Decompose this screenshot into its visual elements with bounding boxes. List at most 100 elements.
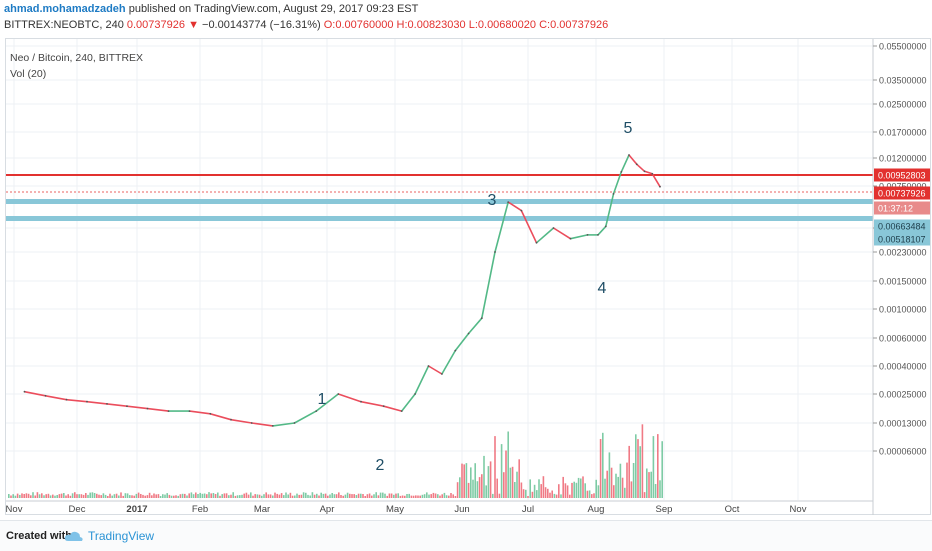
volume-bar bbox=[375, 492, 377, 498]
volume-bar bbox=[232, 492, 234, 498]
volume-bar bbox=[454, 496, 457, 498]
volume-bar bbox=[569, 494, 571, 498]
volume-bar bbox=[199, 492, 201, 498]
volume-bar bbox=[654, 484, 657, 498]
volume-bar bbox=[192, 494, 195, 498]
tradingview-brand-link[interactable]: TradingView bbox=[88, 529, 155, 543]
price-segment bbox=[612, 171, 623, 195]
volume-bar bbox=[137, 492, 140, 498]
volume-bar bbox=[617, 476, 619, 498]
quote-line: BITTREX:NEOBTC, 240 0.00737926 ▼ −0.0014… bbox=[4, 19, 608, 32]
volume-bar bbox=[393, 494, 395, 498]
volume-bar bbox=[514, 482, 516, 498]
volume-bar bbox=[8, 494, 10, 498]
tradingview-cloud-icon bbox=[64, 531, 83, 541]
price-point bbox=[250, 422, 253, 424]
price-change: −0.00143774 (−16.31%) bbox=[202, 19, 321, 31]
volume-bar bbox=[360, 493, 362, 498]
volume-bar bbox=[619, 463, 622, 498]
volume-bar bbox=[67, 494, 69, 498]
price-chart[interactable]: 1 2 3 4 5 0.05500000 0.03500000 0.02500000 0.01… bbox=[0, 0, 932, 520]
volume-bar bbox=[146, 495, 149, 498]
volume-bar bbox=[276, 493, 278, 498]
publish-line: ahmad.mohamadzadeh published on TradingV… bbox=[4, 3, 418, 16]
price-tag-bg bbox=[874, 201, 930, 215]
price-point bbox=[209, 412, 212, 415]
volume-bar bbox=[239, 495, 241, 498]
volume-bar bbox=[65, 495, 67, 498]
volume-bar bbox=[243, 493, 245, 498]
volume-bar bbox=[280, 493, 283, 498]
volume-bar bbox=[289, 492, 292, 498]
last-price: 0.00737926 bbox=[126, 19, 185, 31]
volume-bar bbox=[241, 494, 243, 498]
volume-bar bbox=[415, 495, 417, 498]
publish-text: published on TradingView.com, August 29,… bbox=[128, 3, 419, 15]
time-tick-label: 2017 bbox=[126, 504, 147, 515]
author-link[interactable]: ahmad.mohamadzadeh bbox=[4, 3, 126, 15]
volume-bar bbox=[441, 494, 443, 498]
time-tick-label: Apr bbox=[320, 504, 335, 515]
volume-bar bbox=[476, 481, 479, 498]
volume-bar bbox=[52, 494, 54, 498]
volume-bar bbox=[641, 424, 644, 498]
chart-frame[interactable] bbox=[5, 38, 931, 515]
price-tick-label: 0.00100000 bbox=[879, 305, 927, 315]
price-point bbox=[441, 373, 443, 375]
volume-bar bbox=[331, 493, 333, 498]
volume-bar bbox=[298, 494, 300, 498]
volume-bar bbox=[575, 482, 578, 498]
volume-bar bbox=[157, 494, 160, 498]
price-segment bbox=[494, 201, 509, 253]
volume-bar bbox=[291, 495, 294, 498]
volume-bar bbox=[366, 494, 369, 498]
volume-bar bbox=[584, 483, 586, 498]
price-segment bbox=[24, 390, 46, 397]
volume-bar bbox=[135, 493, 138, 498]
price-tick-label: 0.00040000 bbox=[879, 362, 927, 372]
volume-bar bbox=[518, 459, 520, 498]
volume-bar bbox=[254, 494, 256, 498]
price-segment bbox=[338, 393, 362, 403]
price-point bbox=[188, 410, 191, 412]
open-value: O:0.00760000 bbox=[323, 19, 394, 31]
support-band-upper bbox=[6, 199, 873, 204]
volume-bar bbox=[353, 494, 355, 498]
volume-bar bbox=[474, 463, 476, 498]
time-axis: Nov Dec 2017 Feb Mar Apr May Jun Jul Aug Sep Oct Nov bbox=[6, 500, 873, 515]
volume-bar bbox=[410, 495, 413, 498]
volume-bar bbox=[212, 493, 215, 498]
volume-bar bbox=[188, 493, 190, 498]
volume-bar bbox=[258, 494, 261, 498]
volume-bar bbox=[41, 493, 43, 498]
close-value: C:0.00737926 bbox=[539, 19, 609, 31]
volume-bar bbox=[456, 482, 459, 498]
volume-bar bbox=[509, 467, 512, 498]
volume-bar bbox=[571, 482, 573, 498]
volume-bar bbox=[472, 479, 474, 498]
volume-bar bbox=[536, 490, 538, 498]
price-series bbox=[23, 154, 661, 427]
price-point bbox=[586, 234, 589, 236]
volume-bar bbox=[93, 493, 96, 498]
volume-bar bbox=[533, 484, 536, 498]
volume-bar bbox=[560, 494, 562, 498]
volume-bar bbox=[544, 487, 547, 498]
volume-bar bbox=[175, 495, 177, 498]
volume-bar bbox=[602, 432, 604, 498]
volume-bar bbox=[47, 493, 50, 498]
price-segment bbox=[597, 225, 607, 236]
volume-bar bbox=[247, 494, 250, 498]
price-tag-label: 0.00952803 bbox=[878, 171, 926, 181]
volume-bar bbox=[377, 495, 380, 498]
volume-bar bbox=[322, 493, 325, 498]
volume-bar bbox=[129, 495, 131, 498]
volume-bar bbox=[148, 492, 151, 498]
volume-bar bbox=[12, 494, 14, 498]
volume-bar bbox=[214, 494, 217, 498]
volume-bar bbox=[265, 492, 267, 498]
volume-bar bbox=[362, 494, 364, 498]
wave-labels: 1 2 3 4 5 bbox=[318, 120, 633, 474]
volume-bar bbox=[329, 494, 331, 498]
price-segment bbox=[481, 251, 496, 319]
